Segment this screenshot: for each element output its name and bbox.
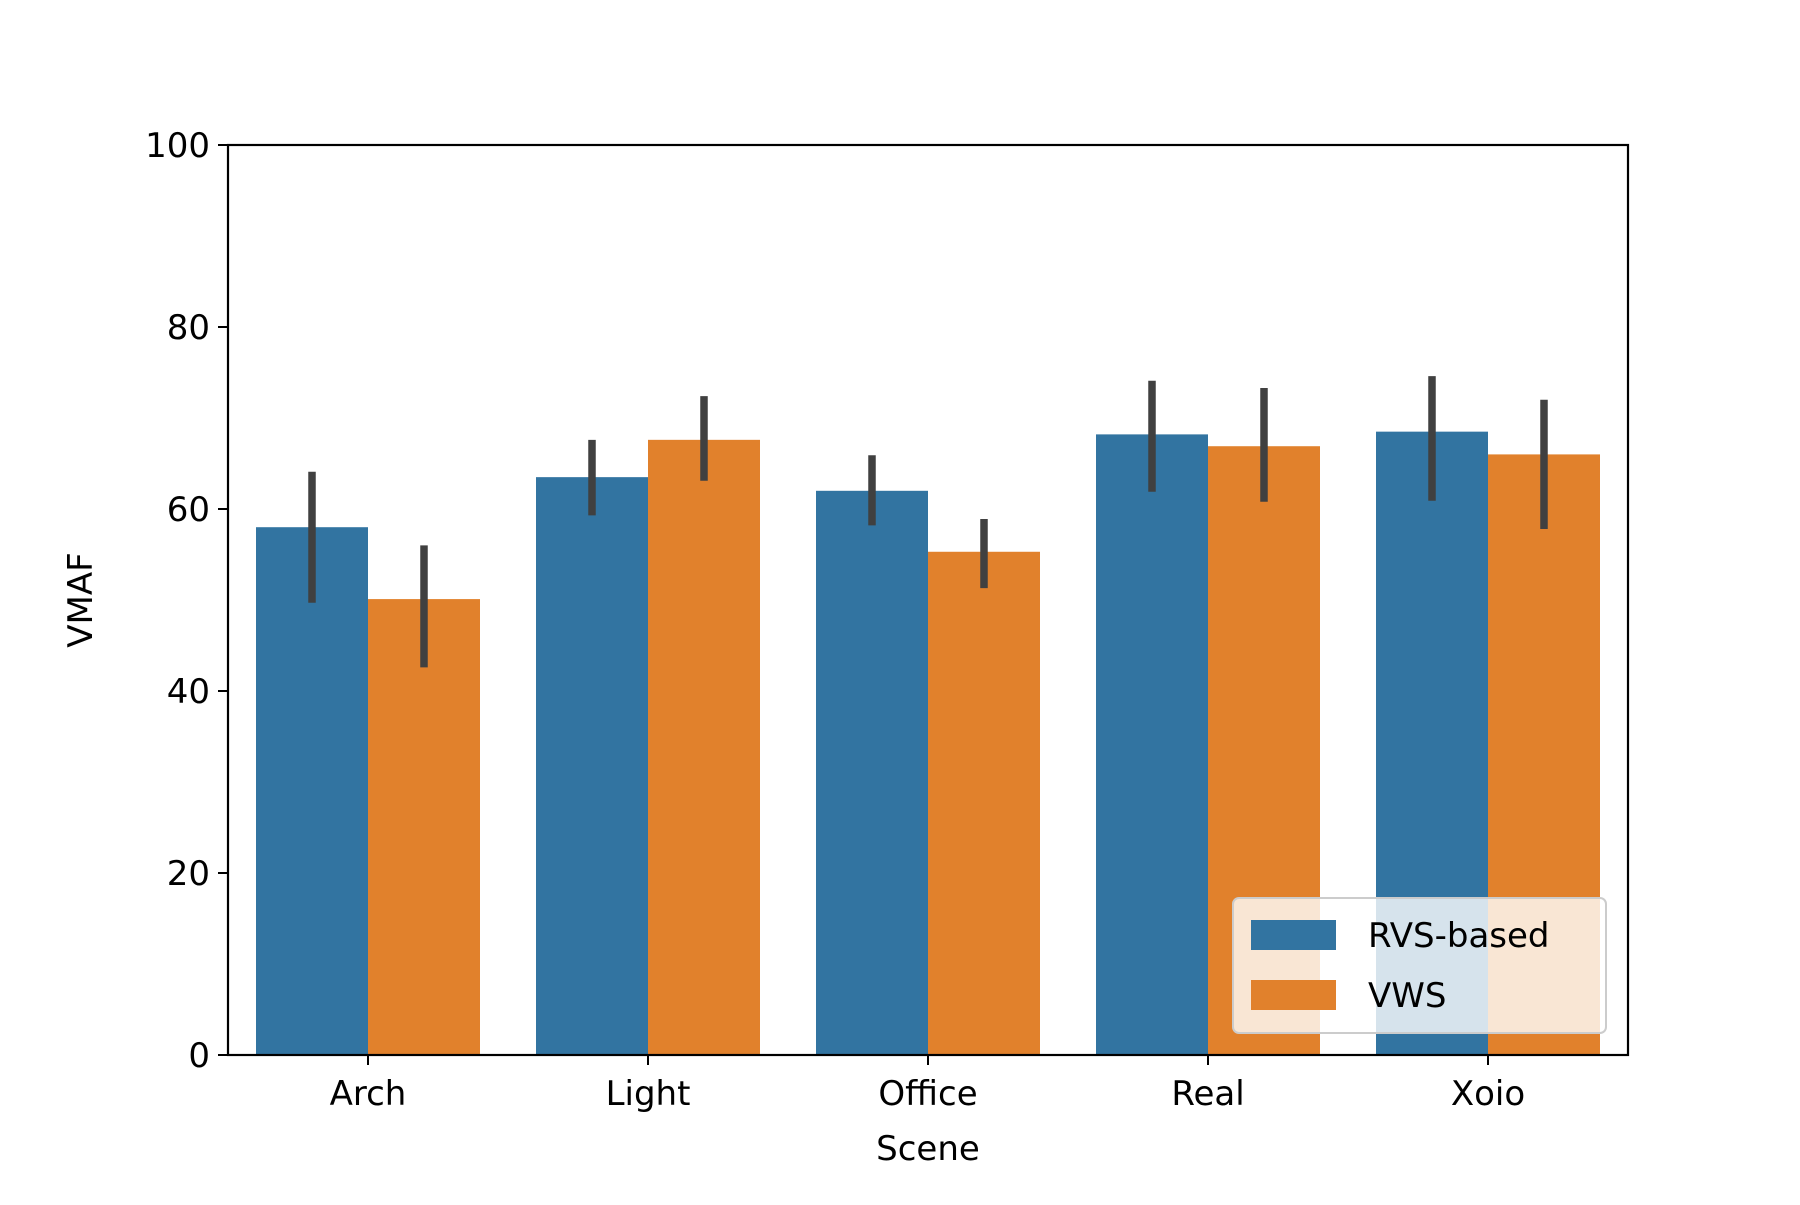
legend-label: VWS	[1368, 976, 1446, 1016]
bar	[648, 439, 760, 1056]
x-tick-label: Arch	[330, 1074, 407, 1114]
legend-swatch	[1251, 980, 1336, 1010]
series-2-error-bars	[420, 387, 1548, 668]
x-axis-label: Scene	[876, 1129, 980, 1169]
legend-swatch	[1251, 920, 1336, 950]
bar	[536, 477, 648, 1055]
y-axis-label: VMAF	[61, 552, 101, 647]
y-tick-label: 60	[167, 490, 210, 530]
series-1-error-bars	[308, 376, 1436, 603]
x-tick-label: Xoio	[1451, 1074, 1525, 1114]
bar	[256, 527, 368, 1055]
y-axis: 0 20 40 60 80 100	[145, 126, 228, 1076]
bar	[928, 551, 1040, 1055]
x-tick-label: Office	[878, 1074, 977, 1114]
bar	[1096, 434, 1208, 1055]
bar	[368, 599, 480, 1055]
y-tick-label: 100	[145, 126, 210, 166]
bar	[816, 490, 928, 1055]
y-tick-label: 40	[167, 672, 210, 712]
y-tick-label: 0	[188, 1036, 210, 1076]
x-tick-label: Real	[1171, 1074, 1244, 1114]
x-axis: Arch Light Office Real Xoio	[330, 1055, 1525, 1114]
legend: RVS-based VWS	[1232, 897, 1607, 1034]
y-tick-label: 20	[167, 854, 210, 894]
x-tick-label: Light	[606, 1074, 691, 1114]
legend-label: RVS-based	[1368, 916, 1550, 956]
y-tick-label: 80	[167, 308, 210, 348]
